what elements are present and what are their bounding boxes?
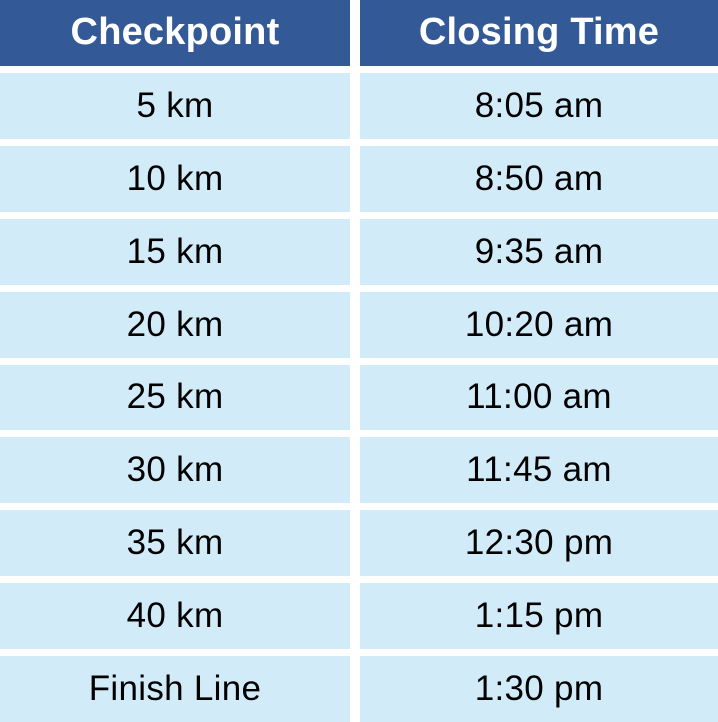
- closing-time-cell: 1:15 pm: [360, 583, 718, 650]
- checkpoint-cell: 10 km: [0, 145, 350, 212]
- closing-time-cell: 8:50 am: [360, 145, 718, 212]
- closing-time-cell: 12:30 pm: [360, 510, 718, 577]
- closing-time-cell: 9:35 am: [360, 218, 718, 285]
- closing-time-cell: 1:30 pm: [360, 656, 718, 722]
- checkpoint-cell: 25 km: [0, 364, 350, 431]
- checkpoint-cell: 20 km: [0, 291, 350, 358]
- closing-time-cell: 11:00 am: [360, 364, 718, 431]
- checkpoint-cell: 35 km: [0, 510, 350, 577]
- closing-time-cell: 11:45 am: [360, 437, 718, 504]
- closing-time-cell: 10:20 am: [360, 291, 718, 358]
- checkpoint-cell: 40 km: [0, 583, 350, 650]
- closing-time-cell: 8:05 am: [360, 72, 718, 139]
- checkpoint-cell: Finish Line: [0, 656, 350, 722]
- checkpoint-cell: 5 km: [0, 72, 350, 139]
- column-header-closing-time: Closing Time: [360, 0, 718, 66]
- checkpoint-cell: 30 km: [0, 437, 350, 504]
- column-header-checkpoint: Checkpoint: [0, 0, 350, 66]
- checkpoint-cell: 15 km: [0, 218, 350, 285]
